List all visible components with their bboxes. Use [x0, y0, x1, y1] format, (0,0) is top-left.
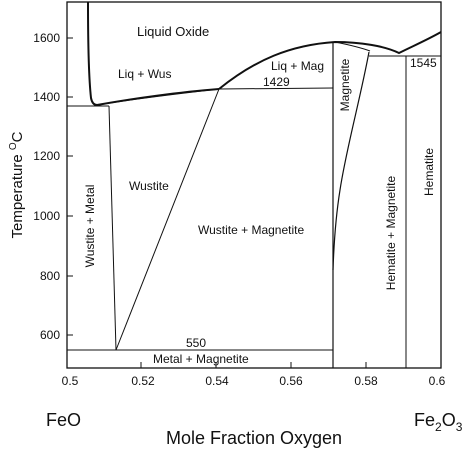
x-tick-label: 0.52: [131, 374, 155, 388]
sub-3: 3: [456, 420, 463, 434]
label-liq-wus: Liq + Wus: [118, 67, 171, 81]
liquidus-magnetite-curve: [218, 31, 442, 90]
magnetite-right-boundary: [332, 51, 370, 271]
liquidus-wustite-curve: [87, 1, 220, 107]
y-tick-label: 600: [40, 328, 60, 342]
x-ticks: [66, 362, 442, 368]
magnetite-liquidus-edge: [334, 41, 371, 52]
y-tick-label: 1000: [33, 209, 60, 223]
label-temp-1545: 1545: [410, 56, 437, 70]
sub-2: 2: [435, 420, 442, 434]
wustite-left-boundary: [108, 105, 117, 351]
y-tick-labels: 600 800 1000 1200 1400 1600: [33, 31, 60, 342]
y-tick-label: 1600: [33, 31, 60, 45]
fe-text: Fe: [414, 410, 435, 430]
isotherm-1429: [218, 87, 334, 90]
y-axis-title: Temperature OC: [8, 131, 26, 238]
y-tick-label: 800: [40, 269, 60, 283]
y-axis-title-sup: O: [8, 142, 19, 150]
x-left-end-label: FeO: [46, 410, 81, 430]
plot-frame: [66, 1, 442, 369]
label-hematite-magnetite: Hematite + Magnetite: [384, 175, 398, 290]
label-temp-1429: 1429: [263, 75, 290, 89]
x-axis-title: Mole Fraction Oxygen: [166, 428, 342, 448]
y-tick-label: 1400: [33, 90, 60, 104]
label-temp-550: 550: [186, 336, 206, 350]
label-metal-magnetite: Metal + Magnetite: [153, 352, 249, 366]
y-axis-title-main: Temperature: [9, 150, 26, 238]
x-right-end-label: Fe2O3: [414, 410, 463, 434]
x-tick-label: 0.58: [354, 374, 378, 388]
x-tick-label: 0.6: [429, 374, 446, 388]
label-magnetite: Magnetite: [338, 58, 352, 111]
y-tick-label: 1200: [33, 149, 60, 163]
x-tick-label: 0.54: [205, 374, 229, 388]
y-ticks: [67, 37, 73, 336]
label-hematite: Hematite: [422, 148, 436, 196]
y-axis-title-unit: C: [9, 131, 26, 142]
phase-boundaries: [67, 1, 442, 368]
x-tick-label: 0.5: [62, 374, 79, 388]
x-tick-label: 0.56: [279, 374, 303, 388]
liq-wus-lower-boundary: [96, 88, 220, 106]
x-tick-labels: 0.5 0.52 0.54 0.56 0.58 0.6: [62, 374, 446, 388]
wustite-right-boundary: [115, 88, 220, 351]
label-wustite: Wustite: [129, 179, 169, 193]
label-wustite-magnetite: Wustite + Magnetite: [198, 223, 304, 237]
label-wustite-metal: Wustite + Metal: [83, 185, 97, 268]
o-text: O: [442, 410, 456, 430]
label-liq-mag: Liq + Mag: [271, 59, 324, 73]
label-liquid-oxide: Liquid Oxide: [137, 24, 209, 39]
